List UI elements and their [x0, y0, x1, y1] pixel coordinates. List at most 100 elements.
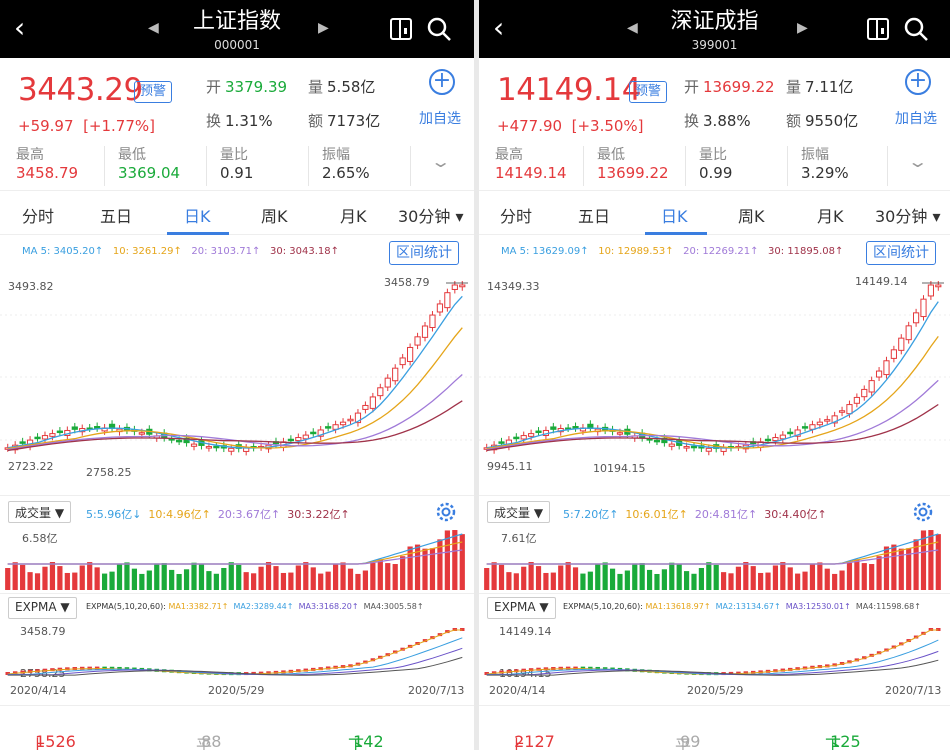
volume-bar: [795, 573, 801, 590]
volume-bar: [392, 564, 398, 590]
period-tabs: 分时 五日 日K 周K 月K 30分钟 ▾: [479, 190, 950, 235]
tab-daily-k[interactable]: 日K: [184, 207, 211, 226]
tab-weekly-k[interactable]: 周K: [261, 207, 288, 226]
indicator-select-volume[interactable]: 成交量 ▼: [487, 501, 551, 523]
expma-candle: [445, 630, 450, 634]
expma-candle: [325, 666, 331, 670]
volume-bar: [661, 569, 667, 590]
candle: [927, 284, 934, 297]
current-price: 14149.14: [497, 72, 641, 108]
candle: [787, 431, 794, 435]
range-stats-button[interactable]: 区间统计: [389, 241, 459, 265]
market-breadth: 上涨 1526家 平盘 88家 下跌 142家: [0, 705, 474, 750]
chevron-down-icon[interactable]: ⌄: [906, 152, 929, 171]
stat-high: 最高 14149.14: [495, 147, 567, 182]
expma-candle: [273, 670, 279, 674]
divider: [887, 146, 888, 186]
candle: [853, 396, 860, 404]
volume-bar: [27, 572, 33, 590]
prev-stock-icon[interactable]: ◀: [148, 20, 159, 36]
volume-ma-legend: 5:5.96亿↓ 10:4.96亿↑ 20:3.67亿↑ 30:3.22亿↑: [86, 508, 350, 521]
candle: [362, 404, 369, 410]
search-icon[interactable]: [903, 16, 929, 42]
ma-line: [486, 301, 939, 449]
tab-five-day[interactable]: 五日: [100, 207, 133, 226]
indicator-select-expma[interactable]: EXPMA ▼: [487, 597, 556, 619]
indicator-select-volume[interactable]: 成交量 ▼: [8, 501, 72, 523]
volume-top-label: 6.58亿: [22, 532, 58, 545]
tab-30min[interactable]: 30分钟 ▾: [398, 207, 464, 226]
expma-candle: [385, 653, 390, 657]
back-icon[interactable]: ‹: [14, 11, 26, 44]
candle: [295, 437, 302, 442]
candle: [399, 357, 406, 366]
volume-bar: [64, 572, 70, 590]
tab-intraday[interactable]: 分时: [500, 207, 533, 226]
add-favorite-label[interactable]: 加自选: [419, 111, 461, 127]
volume-bar: [42, 566, 48, 590]
volume-bar: [452, 530, 458, 590]
y-axis-bottom-label: 9945.11: [487, 460, 533, 473]
next-stock-icon[interactable]: ▶: [797, 20, 808, 36]
candle: [444, 292, 451, 309]
volume-bar: [295, 565, 301, 590]
phone-chart-icon[interactable]: [388, 16, 414, 42]
volume-bar: [750, 566, 756, 590]
volume-bar: [565, 562, 571, 590]
prev-stock-icon[interactable]: ◀: [627, 20, 638, 36]
add-favorite-icon[interactable]: +: [905, 69, 931, 95]
expma-candle: [788, 667, 793, 671]
expma-candle: [795, 667, 800, 671]
next-stock-icon[interactable]: ▶: [318, 20, 329, 36]
add-favorite-icon[interactable]: +: [429, 69, 455, 95]
volume-bar: [787, 567, 793, 590]
chevron-down-icon[interactable]: ⌄: [429, 152, 452, 171]
candle: [912, 312, 920, 324]
kline-chart[interactable]: 3493.82 2723.22 3458.79 2758.25: [0, 270, 474, 492]
alert-button[interactable]: 预警: [629, 81, 668, 103]
expma-candle: [750, 670, 756, 674]
volume-bar: [721, 572, 727, 590]
candle: [572, 426, 579, 429]
header-bar: ‹ ◀ 上证指数 000001 ▶: [0, 0, 474, 58]
volume-bar: [243, 572, 249, 590]
volume-bar: [624, 570, 630, 590]
volume-bar: [780, 562, 786, 590]
volume-bar: [377, 559, 383, 590]
phone-chart-icon[interactable]: [865, 16, 891, 42]
candle: [347, 418, 354, 422]
expma-candle: [588, 666, 593, 670]
tab-30min[interactable]: 30分钟 ▾: [875, 207, 941, 226]
back-icon[interactable]: ‹: [493, 11, 505, 44]
tab-monthly-k[interactable]: 月K: [817, 207, 844, 226]
turnover-rate: 换 1.31%: [206, 112, 273, 130]
tab-weekly-k[interactable]: 周K: [738, 207, 765, 226]
indicator-select-expma[interactable]: EXPMA ▼: [8, 597, 77, 619]
gear-icon[interactable]: [434, 500, 458, 524]
add-favorite-label[interactable]: 加自选: [895, 111, 937, 127]
tab-daily-k[interactable]: 日K: [661, 207, 688, 226]
amount: 额 9550亿: [786, 112, 859, 130]
gear-icon[interactable]: [911, 500, 935, 524]
tab-intraday[interactable]: 分时: [22, 207, 55, 226]
volume-bar: [94, 567, 100, 590]
range-stats-button[interactable]: 区间统计: [866, 241, 936, 265]
volume-bar: [191, 562, 197, 590]
tab-five-day[interactable]: 五日: [578, 207, 611, 226]
volume-bar: [609, 568, 616, 590]
search-icon[interactable]: [426, 16, 452, 42]
kline-chart[interactable]: 14349.33 9945.11 14149.14 10194.15: [479, 270, 950, 492]
volume-bar: [706, 562, 712, 590]
expma-candle: [117, 666, 122, 670]
volume-bar: [506, 572, 512, 590]
candle: [49, 433, 56, 437]
alert-button[interactable]: 预警: [134, 81, 173, 103]
candle: [369, 396, 376, 409]
volume-bar: [72, 572, 78, 590]
y-axis-top-label: 14349.33: [487, 280, 540, 293]
volume-bar: [883, 546, 890, 590]
expma-candle: [780, 668, 786, 672]
volume-bar: [228, 562, 234, 590]
expma-candle: [363, 660, 368, 664]
tab-monthly-k[interactable]: 月K: [340, 207, 367, 226]
